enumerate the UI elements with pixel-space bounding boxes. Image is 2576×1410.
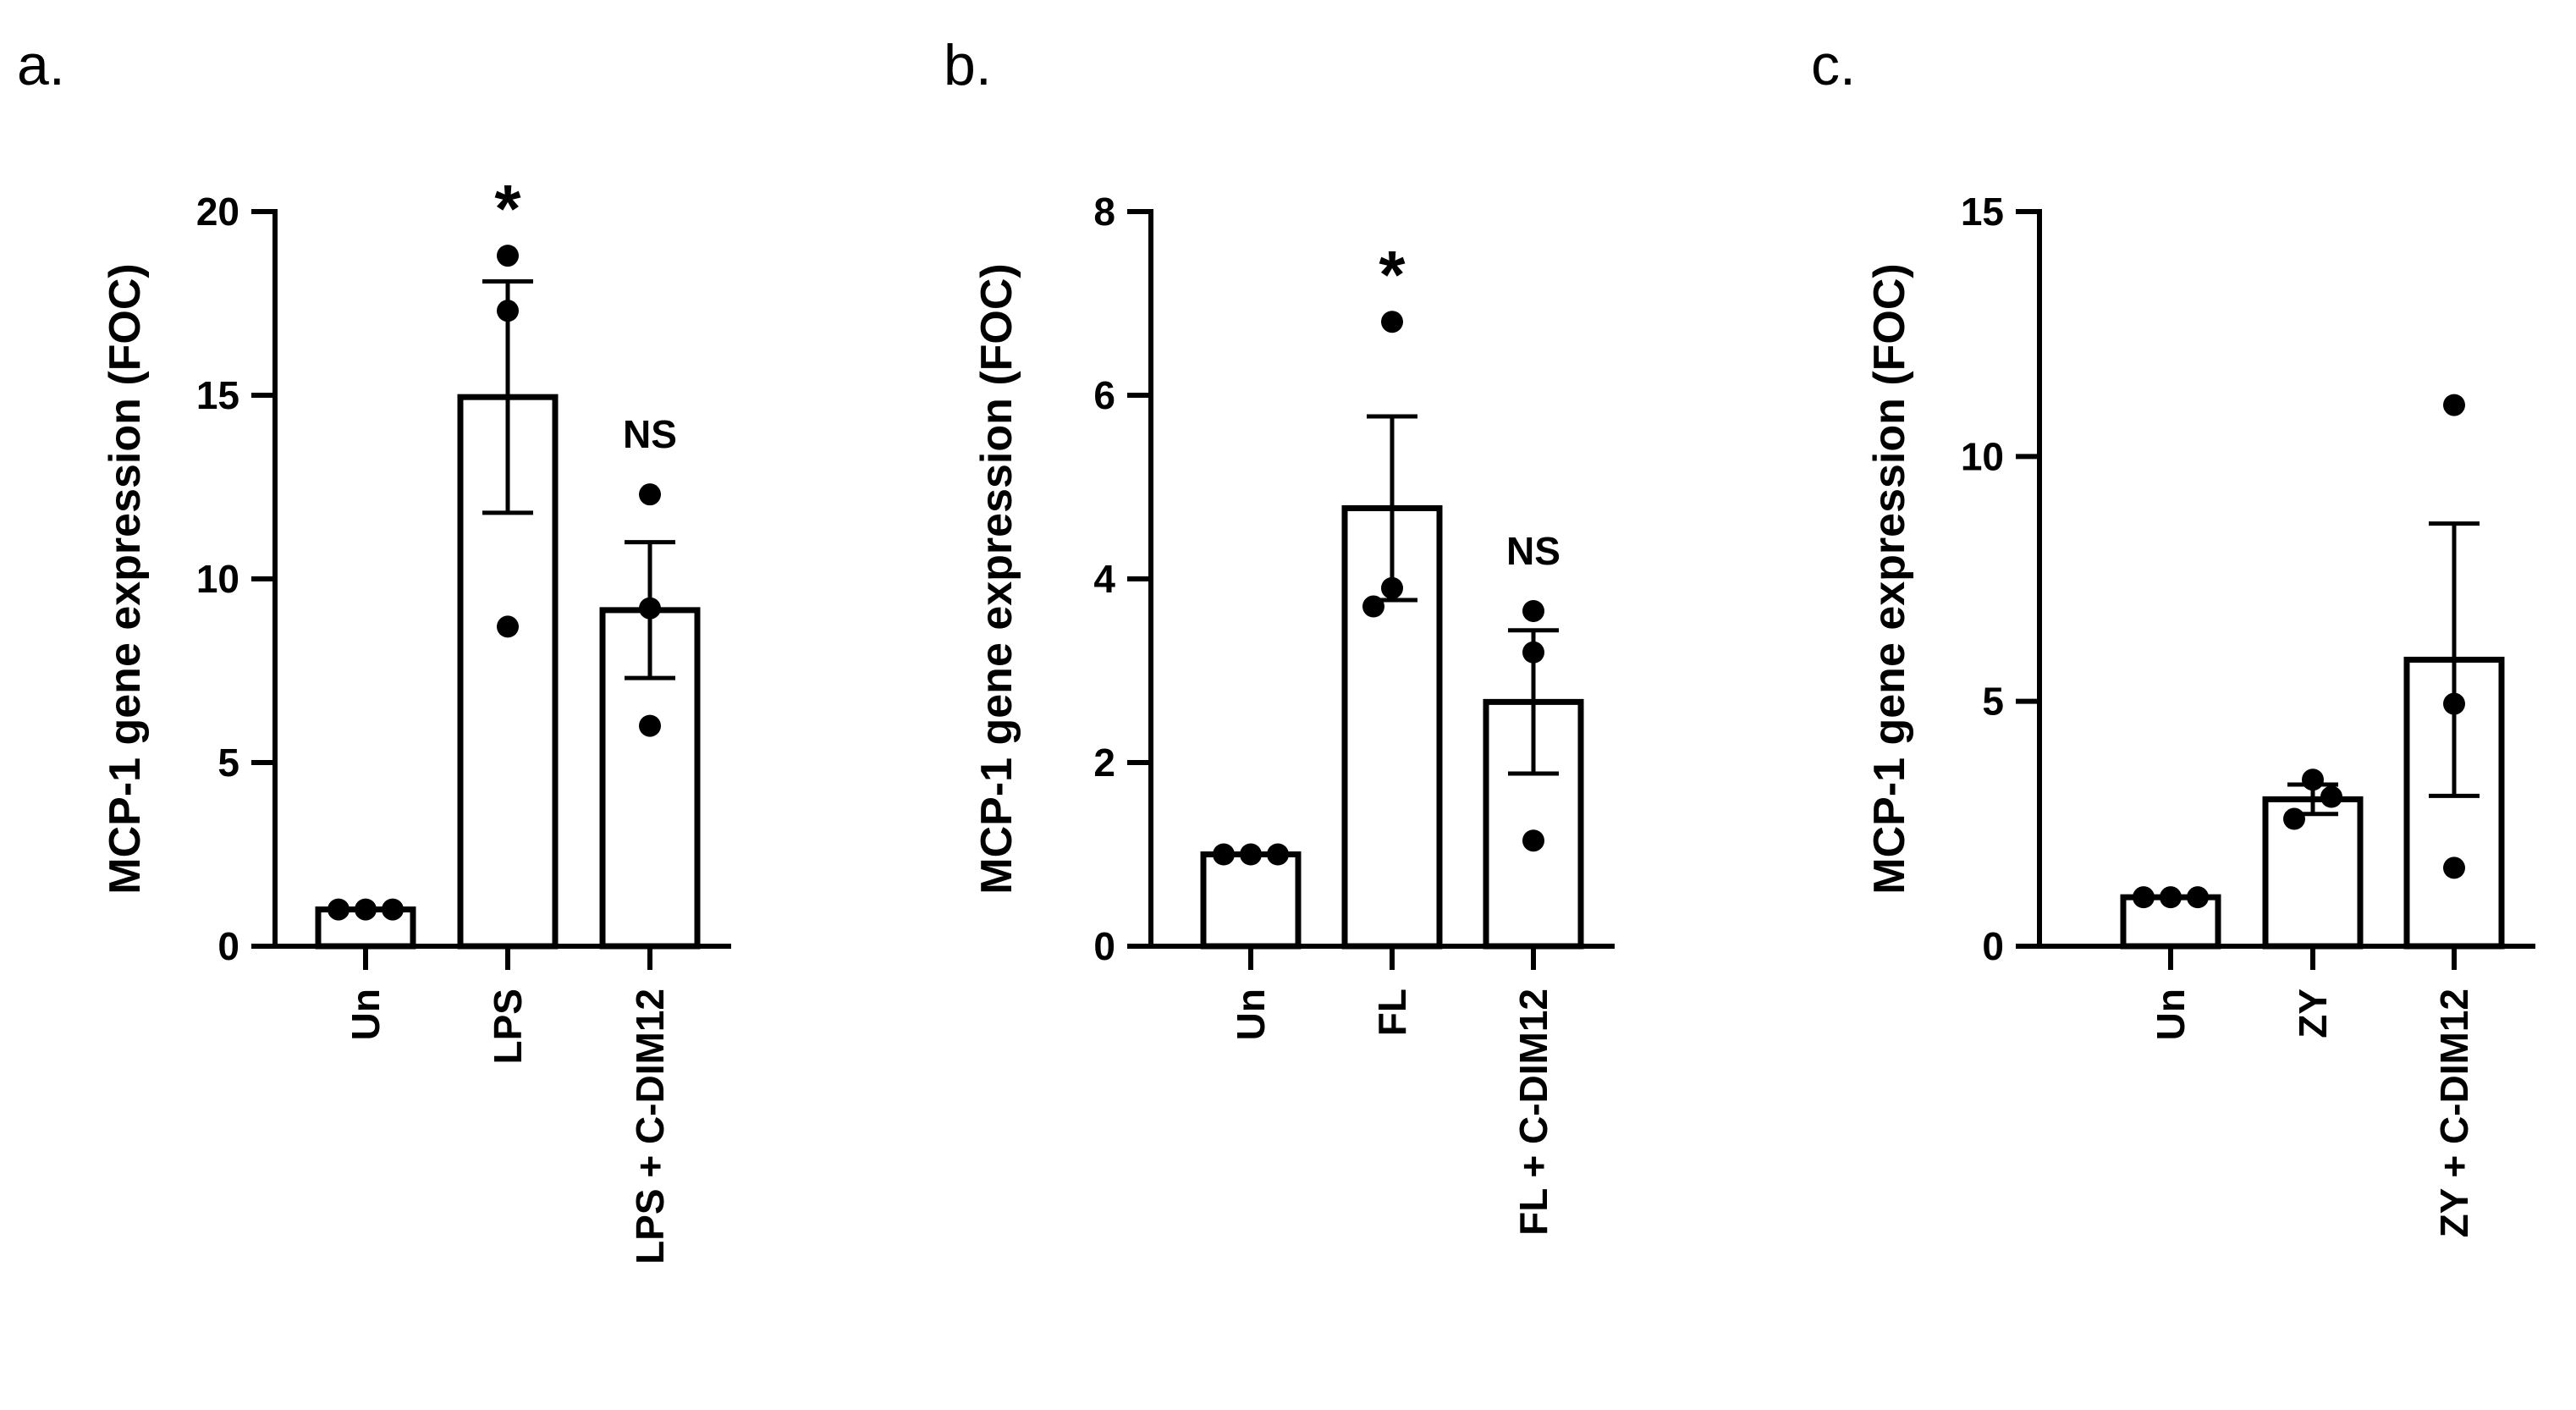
data-point xyxy=(2443,394,2465,416)
y-tick-label: 4 xyxy=(1093,557,1115,601)
y-tick-label: 8 xyxy=(1093,190,1115,234)
data-point xyxy=(639,714,661,737)
panel-2: b. MCP-1 gene expression (FOC) 0 2 4 6 8 Un * FL N… xyxy=(944,33,1615,1236)
data-point xyxy=(328,898,350,921)
data-point xyxy=(1522,829,1544,852)
data-point xyxy=(1381,311,1403,333)
data-point xyxy=(1522,599,1544,622)
y-tick-label: 20 xyxy=(196,190,239,234)
data-point xyxy=(355,898,377,921)
data-point xyxy=(639,597,661,620)
significance-star: * xyxy=(494,171,521,246)
data-point xyxy=(1267,843,1289,866)
panel-letter: a. xyxy=(17,33,65,97)
significance-star: * xyxy=(1379,237,1406,312)
y-tick-label: 5 xyxy=(217,741,239,785)
category-label: Un xyxy=(1229,989,1273,1040)
category-label: FL + C-DIM12 xyxy=(1511,989,1555,1236)
category-label: Un xyxy=(344,989,388,1040)
data-point xyxy=(1381,576,1403,599)
significance-ns: NS xyxy=(1506,529,1560,573)
data-point xyxy=(497,245,519,267)
significance-ns: NS xyxy=(623,412,677,456)
data-point xyxy=(1213,843,1235,866)
category-label: LPS + C-DIM12 xyxy=(628,989,672,1264)
data-point xyxy=(1240,843,1262,866)
y-axis-label: MCP-1 gene expression (FOC) xyxy=(101,263,150,894)
data-point xyxy=(382,898,404,921)
y-tick-label: 6 xyxy=(1093,373,1115,417)
y-tick-label: 10 xyxy=(196,557,239,601)
data-point xyxy=(1362,595,1384,618)
data-point xyxy=(2187,886,2209,909)
y-axis-label: MCP-1 gene expression (FOC) xyxy=(972,263,1021,894)
panel-letter: c. xyxy=(1811,33,1856,97)
data-point xyxy=(497,615,519,638)
category-label: ZY + C-DIM12 xyxy=(2432,989,2476,1237)
y-tick-label: 15 xyxy=(196,373,239,417)
y-tick-label: 10 xyxy=(1961,434,2004,478)
y-tick-label: 5 xyxy=(1982,680,2004,724)
panel-letter: b. xyxy=(944,33,992,97)
data-point xyxy=(2320,785,2342,808)
category-label: ZY xyxy=(2291,989,2335,1038)
category-label: FL xyxy=(1370,989,1414,1036)
y-tick-label: 0 xyxy=(1093,924,1115,968)
data-point xyxy=(2160,886,2182,909)
y-tick-label: 0 xyxy=(217,924,239,968)
y-tick-label: 0 xyxy=(1982,924,2004,968)
data-point xyxy=(2133,886,2155,909)
y-tick-label: 2 xyxy=(1093,741,1115,785)
bar-1 xyxy=(1200,851,1302,950)
panel-1: a. MCP-1 gene expression (FOC) 0 5 10 15 20 Un *… xyxy=(17,33,731,1264)
data-point xyxy=(2283,807,2305,830)
data-point xyxy=(2443,692,2465,715)
data-point xyxy=(497,300,519,322)
category-label: LPS xyxy=(486,989,530,1064)
data-point xyxy=(2443,856,2465,879)
data-point xyxy=(639,483,661,506)
data-point xyxy=(1522,641,1544,664)
bar-2 xyxy=(2262,796,2364,950)
y-tick-label: 15 xyxy=(1961,190,2004,234)
y-axis-label: MCP-1 gene expression (FOC) xyxy=(1865,263,1914,894)
category-label: Un xyxy=(2149,989,2193,1040)
panel-3: c. MCP-1 gene expression (FOC) 0 5 10 15 Un ZY Z… xyxy=(1811,33,2535,1237)
data-point xyxy=(2302,768,2324,791)
